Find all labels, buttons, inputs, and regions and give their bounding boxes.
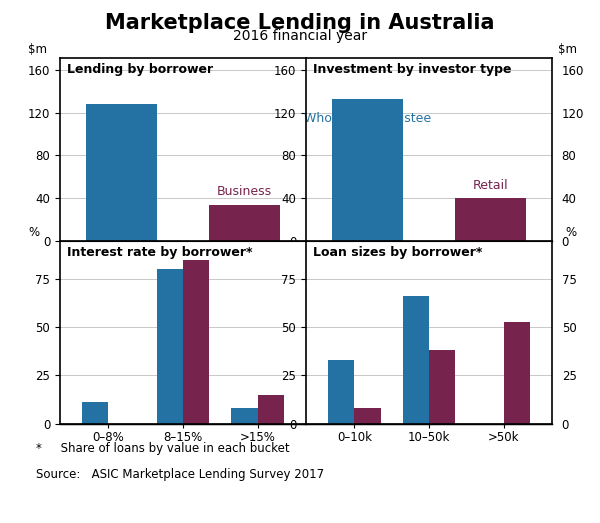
Text: $m: $m: [557, 43, 577, 55]
Bar: [257, 395, 284, 424]
Bar: [429, 350, 455, 424]
Text: Marketplace Lending in Australia: Marketplace Lending in Australia: [105, 13, 495, 33]
Text: 2016 financial year: 2016 financial year: [233, 29, 367, 43]
Text: Wholesale & trustee: Wholesale & trustee: [304, 112, 431, 124]
Text: Business: Business: [217, 185, 272, 198]
Bar: [503, 322, 530, 424]
Text: Investment by investor type: Investment by investor type: [313, 63, 512, 76]
Text: Lending by borrower: Lending by borrower: [67, 63, 214, 76]
Bar: [157, 269, 183, 424]
Text: Consumers: Consumers: [86, 119, 157, 132]
Bar: [403, 297, 429, 424]
Bar: [82, 402, 109, 424]
Text: *     Share of loans by value in each bucket: * Share of loans by value in each bucket: [36, 442, 290, 455]
Text: %: %: [28, 226, 39, 238]
Text: Source:   ASIC Marketplace Lending Survey 2017: Source: ASIC Marketplace Lending Survey …: [36, 468, 324, 481]
Bar: [86, 105, 157, 241]
Text: Interest rate by borrower*: Interest rate by borrower*: [67, 246, 253, 259]
Text: %: %: [565, 226, 577, 238]
Bar: [183, 260, 209, 424]
Text: Loan sizes by borrower*: Loan sizes by borrower*: [313, 246, 483, 259]
Text: $m: $m: [28, 43, 47, 55]
Bar: [455, 198, 526, 241]
Bar: [355, 408, 380, 424]
Text: Retail: Retail: [473, 179, 508, 192]
Bar: [232, 408, 257, 424]
Bar: [209, 206, 280, 241]
Bar: [328, 360, 355, 424]
Bar: [332, 99, 403, 241]
